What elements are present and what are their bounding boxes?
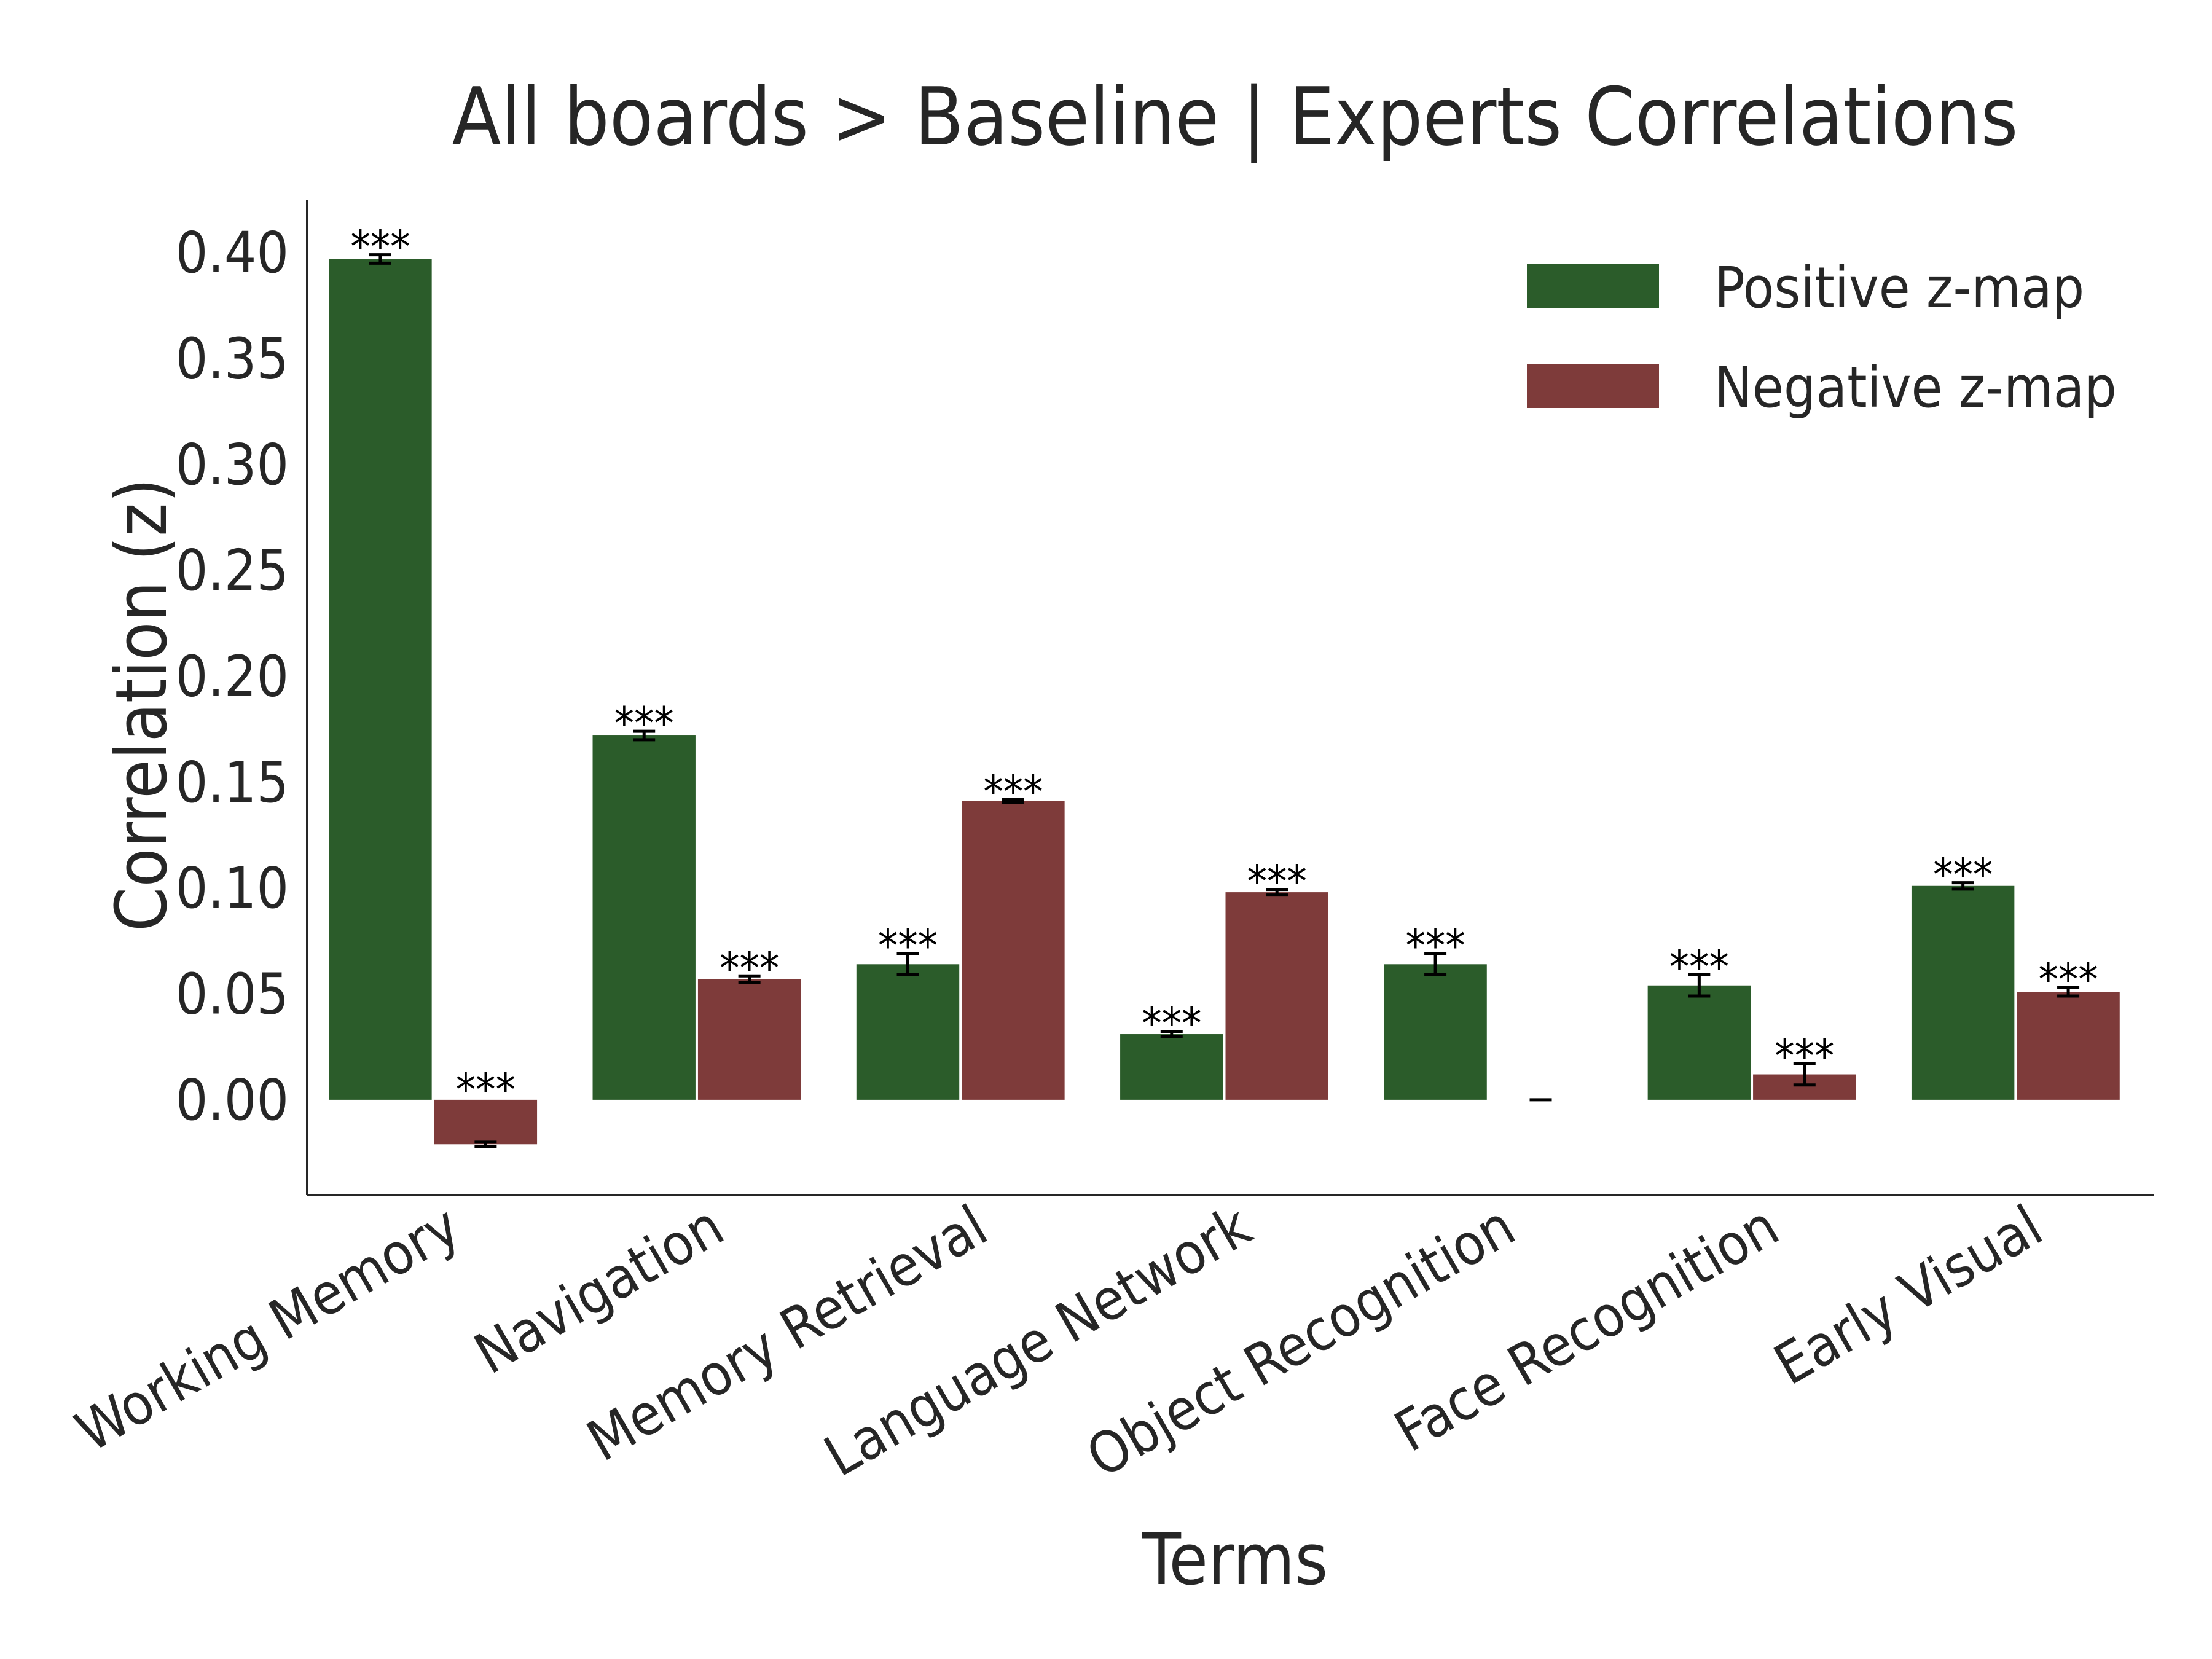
- significance-label: ***: [614, 697, 674, 749]
- bar-negative: [962, 801, 1065, 1100]
- x-tick-label: Working Memory: [65, 1193, 471, 1465]
- bar-positive: [1384, 964, 1487, 1100]
- y-tick-label: 0.25: [176, 538, 289, 603]
- bar-negative: [434, 1099, 538, 1145]
- bar-positive: [856, 964, 960, 1100]
- bar-negative: [2017, 992, 2120, 1100]
- y-tick-label: 0.40: [176, 220, 289, 286]
- chart-title: All boards > Baseline | Experts Correlat…: [452, 70, 2018, 163]
- x-tick-label: Language Network: [814, 1193, 1261, 1489]
- y-tick-label: 0.10: [176, 855, 289, 921]
- significance-label: ***: [720, 942, 779, 994]
- y-tick-label: 0.05: [176, 962, 289, 1027]
- significance-label: ***: [1933, 849, 1993, 901]
- significance-label: ***: [1142, 998, 1201, 1049]
- significance-label: ***: [1406, 920, 1465, 971]
- bar-negative: [1225, 892, 1328, 1100]
- x-tick-label: Early Visual: [1763, 1193, 2053, 1398]
- y-tick-label: 0.30: [176, 432, 289, 498]
- significance-label: ***: [878, 920, 938, 971]
- significance-label: ***: [456, 1064, 516, 1115]
- significance-label: ***: [1669, 941, 1729, 993]
- x-tick-label: Object Recognition: [1076, 1193, 1525, 1490]
- y-tick-label: 0.00: [176, 1067, 289, 1133]
- bar-positive: [592, 735, 696, 1100]
- legend-swatch-positive: [1527, 264, 1659, 308]
- y-tick-label: 0.15: [176, 750, 289, 815]
- bar-positive: [1647, 985, 1751, 1100]
- significance-label: ***: [1247, 856, 1307, 908]
- legend-label-positive: Positive z-map: [1714, 255, 2084, 321]
- legend-label-negative: Negative z-map: [1714, 355, 2117, 420]
- significance-label: ***: [350, 221, 410, 273]
- significance-label: ***: [2038, 954, 2098, 1005]
- significance-label: ***: [1775, 1030, 1834, 1081]
- significance-label: ***: [983, 766, 1043, 817]
- x-axis-title: Terms: [1142, 1519, 1328, 1601]
- y-tick-label: 0.35: [176, 326, 289, 392]
- bar-positive: [329, 259, 432, 1100]
- legend: Positive z-map Negative z-map: [1527, 255, 2117, 420]
- y-axis-title: Correlation (z): [101, 478, 183, 931]
- bar-positive: [1911, 885, 2015, 1100]
- bar-positive: [1120, 1034, 1223, 1100]
- y-tick-label: 0.20: [176, 644, 289, 710]
- legend-swatch-negative: [1527, 364, 1659, 408]
- bar-negative: [697, 979, 801, 1100]
